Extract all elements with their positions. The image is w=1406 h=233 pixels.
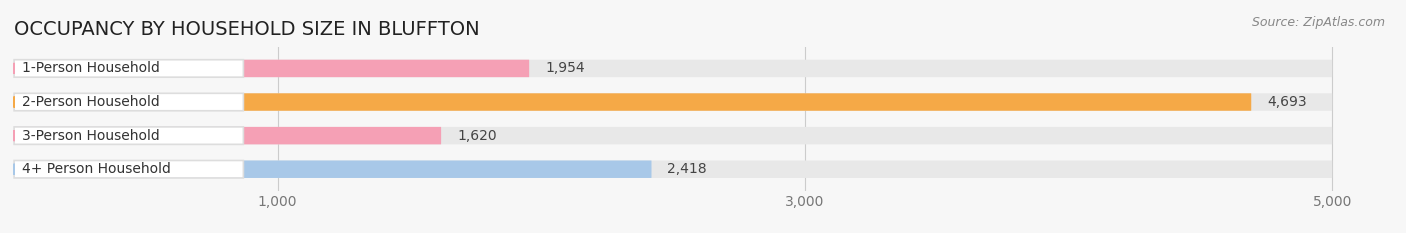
FancyBboxPatch shape — [14, 127, 441, 144]
Text: OCCUPANCY BY HOUSEHOLD SIZE IN BLUFFTON: OCCUPANCY BY HOUSEHOLD SIZE IN BLUFFTON — [14, 21, 479, 39]
FancyBboxPatch shape — [14, 161, 651, 178]
Text: 1,620: 1,620 — [457, 129, 496, 143]
FancyBboxPatch shape — [14, 93, 1251, 111]
FancyBboxPatch shape — [14, 127, 1333, 144]
Text: 4+ Person Household: 4+ Person Household — [22, 162, 172, 176]
Text: 4,693: 4,693 — [1267, 95, 1306, 109]
Text: 2-Person Household: 2-Person Household — [22, 95, 160, 109]
Text: 2,418: 2,418 — [668, 162, 707, 176]
FancyBboxPatch shape — [14, 127, 243, 144]
FancyBboxPatch shape — [14, 60, 529, 77]
FancyBboxPatch shape — [14, 60, 243, 77]
FancyBboxPatch shape — [14, 93, 243, 111]
Text: 3-Person Household: 3-Person Household — [22, 129, 160, 143]
Text: 1-Person Household: 1-Person Household — [22, 62, 160, 75]
FancyBboxPatch shape — [14, 161, 243, 178]
FancyBboxPatch shape — [14, 93, 1333, 111]
Text: 1,954: 1,954 — [546, 62, 585, 75]
Text: Source: ZipAtlas.com: Source: ZipAtlas.com — [1251, 16, 1385, 29]
FancyBboxPatch shape — [14, 60, 1333, 77]
FancyBboxPatch shape — [14, 161, 1333, 178]
